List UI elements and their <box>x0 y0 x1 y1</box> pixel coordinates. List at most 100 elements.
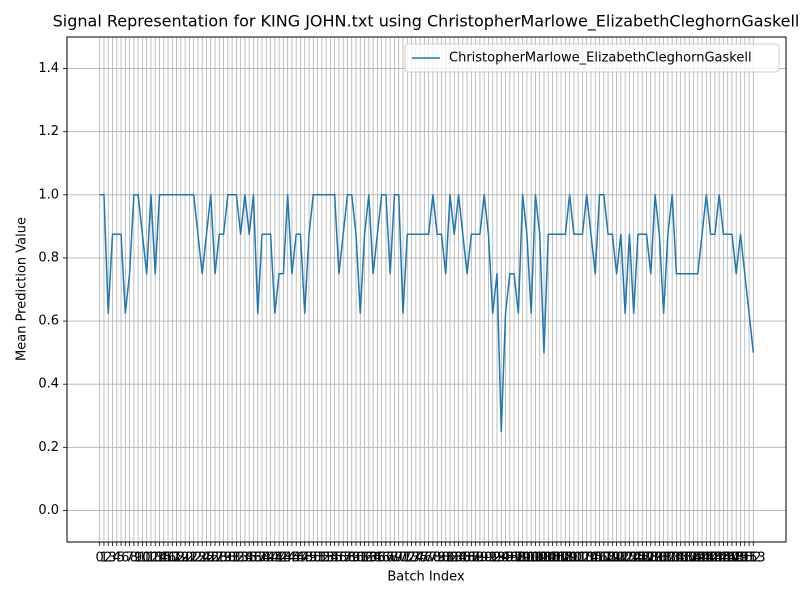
x-tick-label: 51 <box>309 551 326 566</box>
x-tick-label: 4 <box>113 551 121 566</box>
x-tick-label: 82 <box>442 551 459 566</box>
x-tick-label: 125 <box>621 551 646 566</box>
x-tick-label: 11 <box>138 551 155 566</box>
y-tick-label: 1.4 <box>38 61 59 76</box>
grid <box>67 37 786 542</box>
x-tick-label: 65 <box>369 551 386 566</box>
x-tick-label: 132 <box>651 551 676 566</box>
x-tick-label: 23 <box>190 551 207 566</box>
x-tick-label: 24 <box>194 551 211 566</box>
x-tick-label: 136 <box>668 551 693 566</box>
x-tick-label: 138 <box>677 551 702 566</box>
y-tick-label: 0.0 <box>38 503 59 518</box>
x-tick-label: 18 <box>168 551 185 566</box>
x-tick-label: 31 <box>224 551 241 566</box>
x-tick-label: 103 <box>527 551 552 566</box>
x-tick-label: 111 <box>561 551 586 566</box>
x-tick-label: 130 <box>643 551 668 566</box>
x-tick-label: 118 <box>591 551 616 566</box>
x-tick-label: 95 <box>497 551 514 566</box>
x-tick-label: 83 <box>446 551 463 566</box>
x-tick-label: 99 <box>514 551 531 566</box>
y-tick-label: 1.0 <box>38 187 59 202</box>
x-tick-label: 8 <box>130 551 138 566</box>
x-tick-label: 57 <box>335 551 352 566</box>
x-tick-label: 106 <box>540 551 565 566</box>
x-tick-label: 88 <box>467 551 484 566</box>
x-tick-label: 77 <box>420 551 437 566</box>
x-tick-label: 26 <box>202 551 219 566</box>
x-tick-label: 137 <box>673 551 698 566</box>
x-tick-label: 43 <box>275 551 292 566</box>
x-tick-label: 69 <box>386 551 403 566</box>
x-tick-label: 14 <box>151 551 168 566</box>
x-tick-label: 115 <box>579 551 604 566</box>
x-tick-label: 15 <box>155 551 172 566</box>
x-tick-label: 52 <box>314 551 331 566</box>
x-tick-label: 62 <box>356 551 373 566</box>
x-tick-label: 142 <box>694 551 719 566</box>
x-tick-label: 114 <box>574 551 599 566</box>
x-tick-label: 64 <box>365 551 382 566</box>
x-tick-label: 40 <box>262 551 279 566</box>
x-tick-label: 34 <box>237 551 254 566</box>
x-tick-label: 149 <box>724 551 749 566</box>
x-tick-label: 39 <box>258 551 275 566</box>
x-tick-label: 25 <box>198 551 215 566</box>
x-tick-label: 45 <box>284 551 301 566</box>
x-tick-label: 53 <box>318 551 335 566</box>
x-tick-label: 17 <box>164 551 181 566</box>
x-tick-label: 93 <box>489 551 506 566</box>
x-tick-label: 50 <box>305 551 322 566</box>
legend-label: ChristopherMarlowe_ElizabethCleghornGask… <box>449 51 752 66</box>
x-tick-label: 21 <box>181 551 198 566</box>
x-tick-label: 59 <box>343 551 360 566</box>
x-tick-label: 87 <box>463 551 480 566</box>
x-tick-label: 38 <box>254 551 271 566</box>
x-tick-label: 30 <box>220 551 237 566</box>
x-tick-label: 73 <box>403 551 420 566</box>
x-tick-label: 9 <box>134 551 142 566</box>
x-tick-label: 127 <box>630 551 655 566</box>
x-tick-label: 66 <box>373 551 390 566</box>
x-tick-label: 61 <box>352 551 369 566</box>
x-tick-label: 144 <box>702 551 727 566</box>
x-tick-label: 44 <box>279 551 296 566</box>
x-tick-label: 84 <box>450 551 467 566</box>
x-axis-label: Batch Index <box>387 570 465 585</box>
x-tick-label: 78 <box>425 551 442 566</box>
x-tick-label: 2 <box>104 551 112 566</box>
x-tick-label: 22 <box>185 551 202 566</box>
x-tick-label: 148 <box>720 551 745 566</box>
x-tick-label: 92 <box>484 551 501 566</box>
x-tick-label: 117 <box>587 551 612 566</box>
x-tick-label: 131 <box>647 551 672 566</box>
x-tick-label: 146 <box>711 551 736 566</box>
y-axis-label: Mean Prediction Value <box>15 217 30 361</box>
x-tick-label: 123 <box>613 551 638 566</box>
x-tick-label: 128 <box>634 551 659 566</box>
x-tick-label: 100 <box>514 551 539 566</box>
x-tick-label: 46 <box>288 551 305 566</box>
x-tick-label: 152 <box>737 551 762 566</box>
x-tick-label: 124 <box>617 551 642 566</box>
x-tick-label: 110 <box>557 551 582 566</box>
x-tick-label: 97 <box>506 551 523 566</box>
x-tick-label: 56 <box>331 551 348 566</box>
x-tick-label: 75 <box>412 551 429 566</box>
x-tick-label: 5 <box>117 551 125 566</box>
x-tick-label: 139 <box>681 551 706 566</box>
x-tick-label: 112 <box>566 551 591 566</box>
series-line <box>99 194 755 433</box>
x-tick-label: 108 <box>549 551 574 566</box>
y-tick-label: 0.2 <box>38 440 59 455</box>
x-tick-label: 0 <box>96 551 104 566</box>
plot-area <box>99 194 755 433</box>
x-tick-label: 140 <box>685 551 710 566</box>
x-tick-label: 107 <box>544 551 569 566</box>
legend: ChristopherMarlowe_ElizabethCleghornGask… <box>404 43 780 73</box>
x-tick-label: 105 <box>536 551 561 566</box>
x-tick-label: 90 <box>476 551 493 566</box>
x-tick-label: 134 <box>660 551 685 566</box>
